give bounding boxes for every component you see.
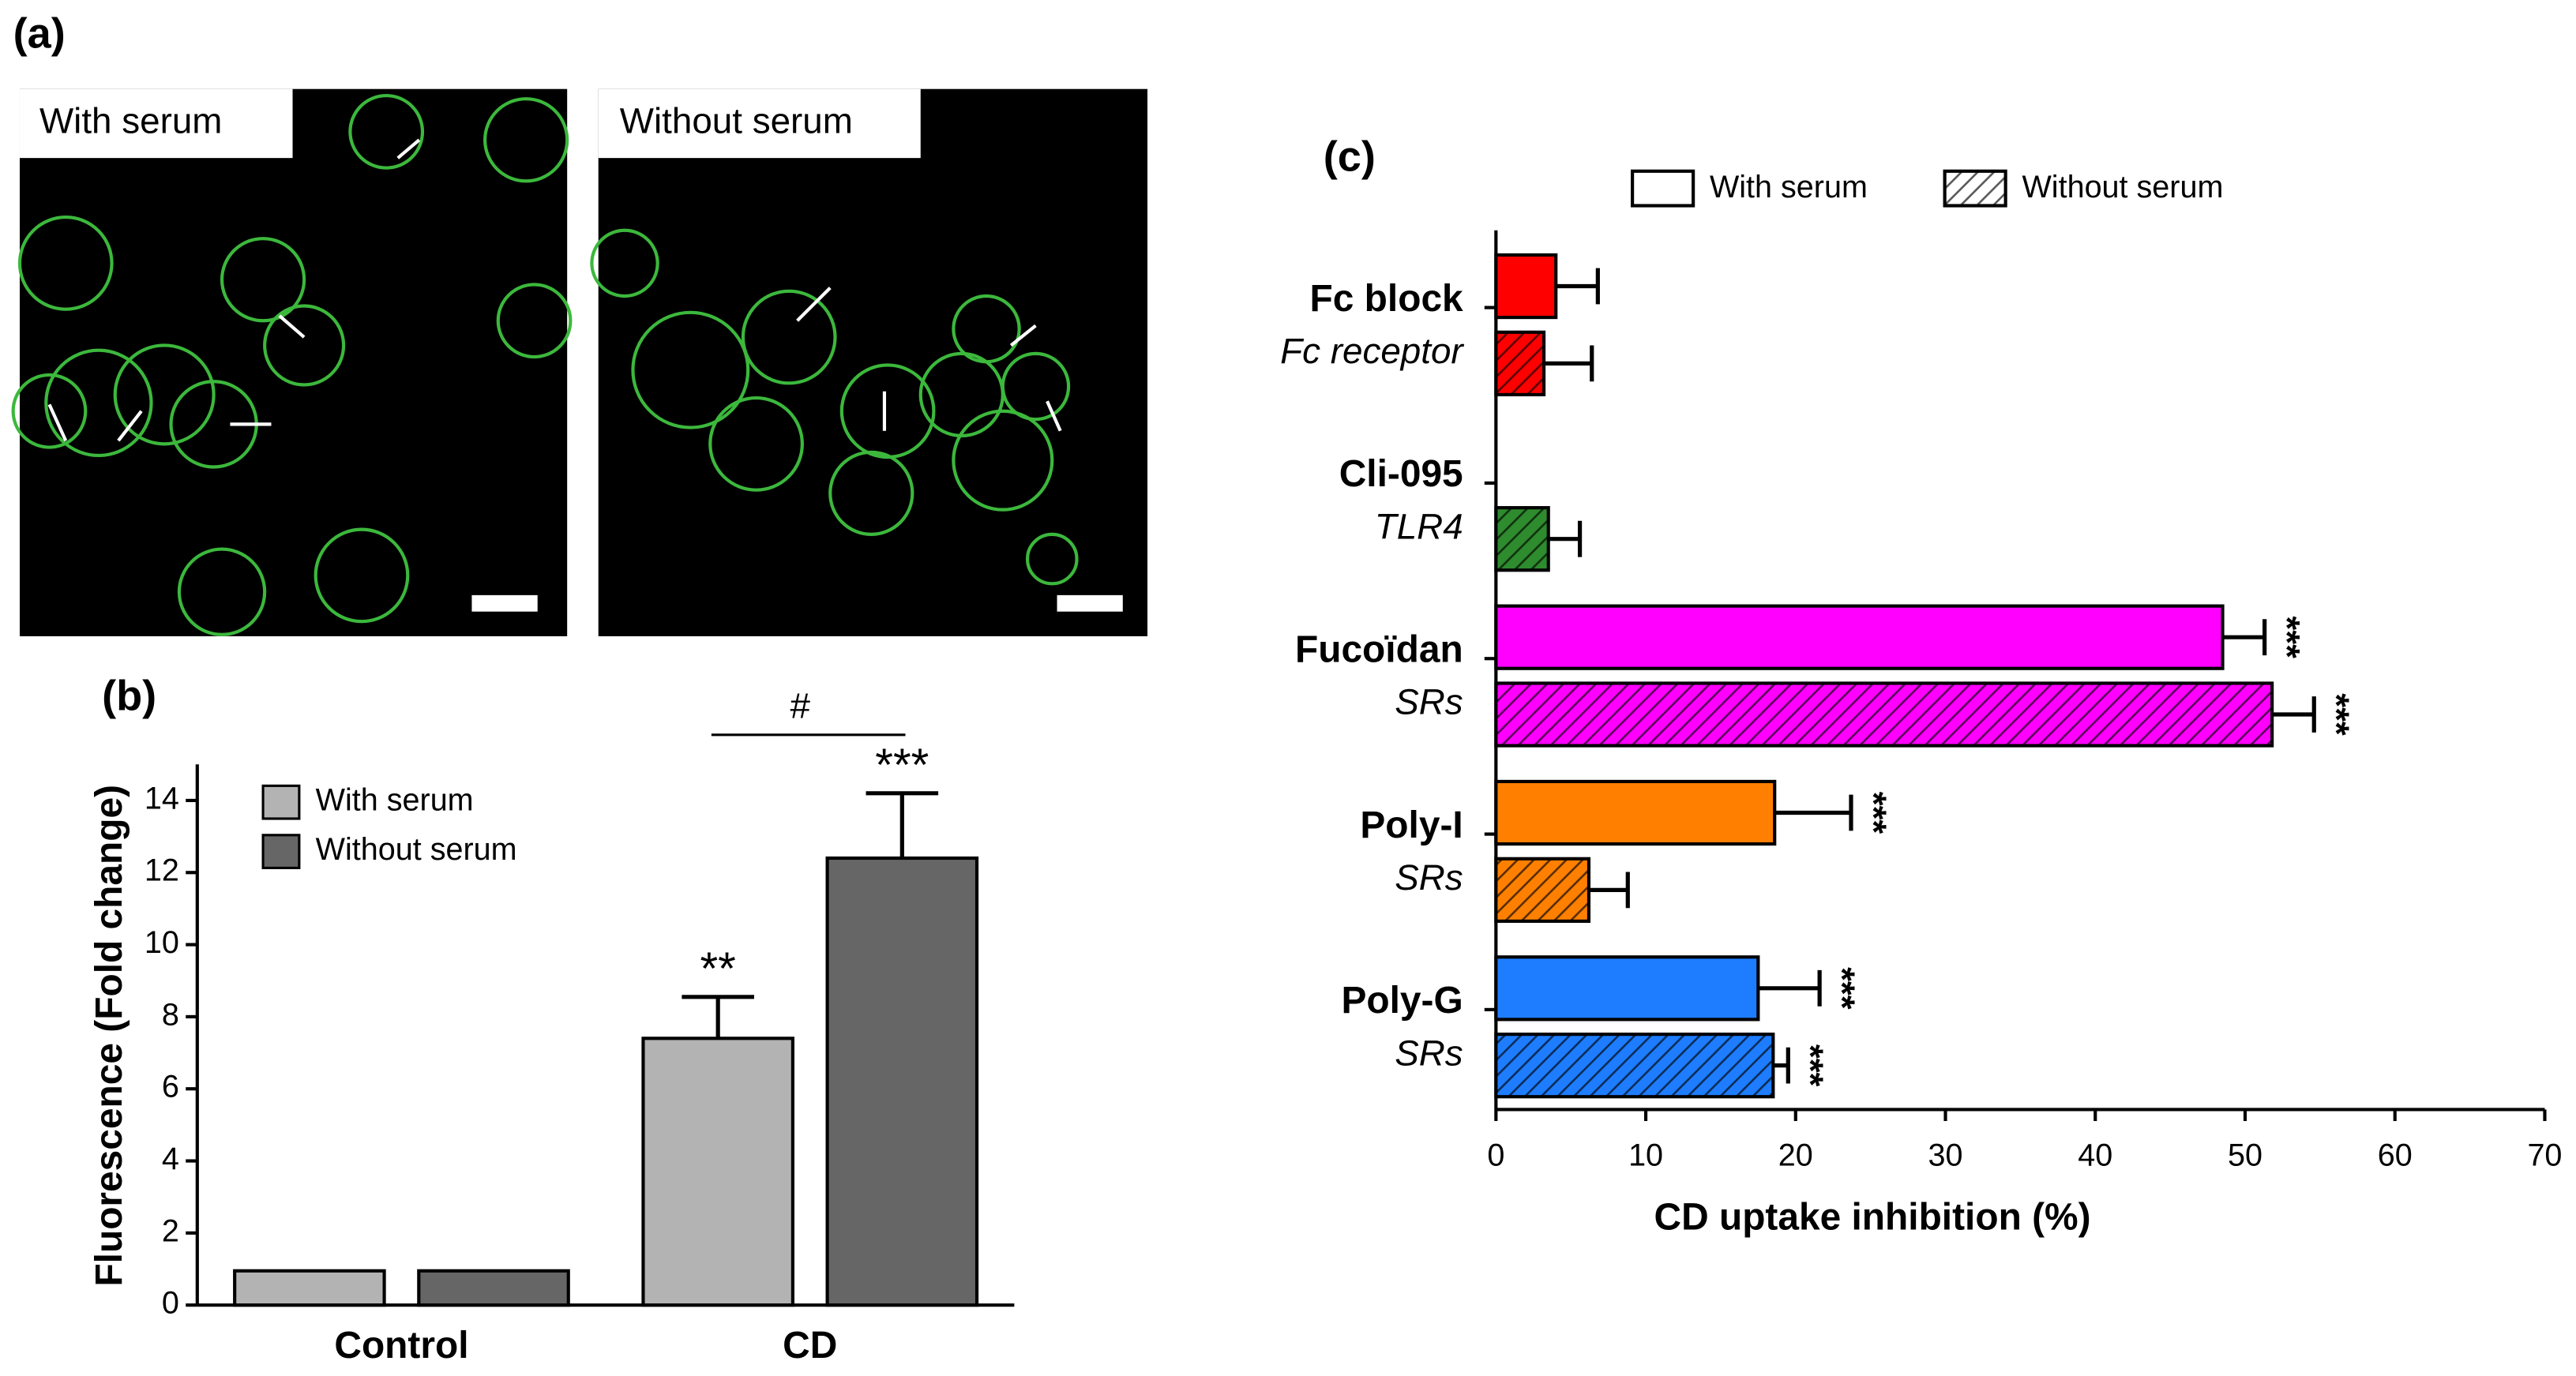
y-tick-label: 4: [162, 1142, 179, 1176]
category-label: Poly-I: [1360, 804, 1463, 846]
significance: ***: [1790, 1044, 1831, 1087]
x-tick-label: 50: [2228, 1138, 2262, 1172]
x-tick-label: 60: [2378, 1138, 2413, 1172]
bar: [825, 856, 979, 1307]
bar: [417, 1269, 570, 1307]
x-tick-label: 70: [2527, 1138, 2562, 1172]
micrograph: Without serum: [590, 88, 1148, 636]
bar: [1494, 681, 2274, 748]
x-tick-label: CD: [783, 1325, 837, 1367]
legend-label: With serum: [1710, 170, 1868, 204]
legend-label: Without serum: [2022, 170, 2223, 204]
significance: ***: [875, 740, 929, 791]
significance: **: [700, 943, 735, 995]
legend-swatch: [1631, 169, 1695, 208]
image-label: Without serum: [620, 101, 853, 141]
bar: [1494, 253, 1558, 320]
bracket-label: #: [790, 686, 811, 726]
significance: ***: [1822, 967, 1862, 1010]
y-axis-label: Fluorescence (Fold change): [88, 785, 130, 1287]
bar: [233, 1269, 386, 1307]
panel-label: (a): [13, 9, 66, 57]
y-tick-label: 8: [162, 997, 179, 1032]
category-label: Cli-095: [1339, 453, 1463, 495]
category-sublabel: SRs: [1395, 857, 1463, 898]
legend-swatch: [261, 784, 301, 820]
category-sublabel: SRs: [1395, 682, 1463, 722]
significance: ***: [2267, 616, 2308, 658]
y-tick-label: 12: [145, 853, 179, 888]
y-tick-label: 0: [162, 1286, 179, 1321]
x-tick-label: 20: [1778, 1138, 1813, 1172]
y-tick-label: 14: [145, 781, 179, 815]
y-tick-label: 2: [162, 1213, 179, 1248]
bar: [641, 1037, 794, 1307]
bar: [1494, 857, 1591, 923]
bar: [1494, 506, 1550, 572]
bar: [1494, 604, 2225, 670]
legend-swatch: [261, 834, 301, 870]
legend-label: With serum: [316, 783, 474, 818]
micrograph: With serum: [11, 88, 573, 636]
panel-label: (c): [1324, 133, 1376, 181]
x-axis-label: CD uptake inhibition (%): [1654, 1197, 2091, 1239]
category-sublabel: Fc receptor: [1280, 331, 1464, 371]
y-tick-label: 6: [162, 1070, 179, 1104]
bar: [1494, 330, 1546, 397]
legend-swatch: [1943, 169, 2007, 208]
category-sublabel: TLR4: [1375, 506, 1463, 546]
panel-label: (b): [102, 672, 156, 719]
x-tick-label: Control: [334, 1325, 468, 1367]
legend-label: Without serum: [316, 832, 517, 867]
bar: [1494, 955, 1760, 1022]
x-tick-label: 10: [1628, 1138, 1663, 1172]
category-sublabel: SRs: [1395, 1033, 1463, 1073]
significance: ***: [2316, 693, 2356, 736]
bar: [1494, 1033, 1775, 1099]
y-tick-label: 10: [145, 925, 179, 960]
image-label: With serum: [39, 101, 222, 141]
category-label: Fc block: [1310, 278, 1464, 320]
category-label: Poly-G: [1341, 980, 1463, 1022]
x-tick-label: 0: [1487, 1138, 1504, 1172]
significance: ***: [1853, 792, 1894, 834]
x-tick-label: 40: [2078, 1138, 2112, 1172]
bar: [1494, 779, 1777, 846]
category-label: Fucoïdan: [1295, 629, 1463, 671]
x-tick-label: 30: [1928, 1138, 1963, 1172]
